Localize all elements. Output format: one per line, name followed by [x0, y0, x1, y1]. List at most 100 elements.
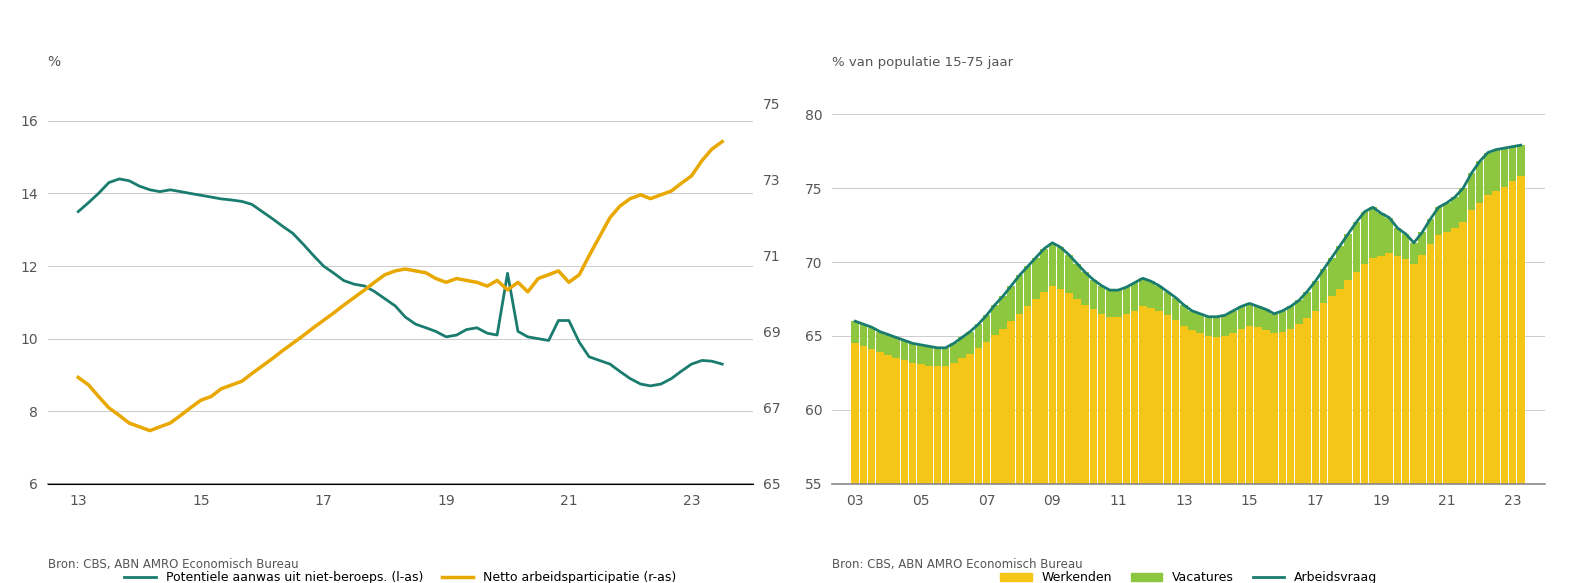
Bar	[1171, 319, 1179, 484]
Bar	[999, 329, 1006, 484]
Bar	[884, 335, 892, 355]
Bar	[1442, 203, 1450, 233]
Bar	[959, 358, 965, 484]
Bar	[1385, 253, 1393, 484]
Bar	[851, 321, 859, 343]
Bar	[900, 340, 908, 360]
Bar	[1509, 147, 1517, 181]
Bar	[1287, 307, 1295, 329]
Bar	[1262, 310, 1270, 330]
Bar	[1279, 311, 1285, 332]
Bar	[1089, 310, 1097, 484]
Bar	[975, 348, 983, 484]
Bar	[1303, 318, 1311, 484]
Bar	[1213, 338, 1220, 484]
Bar	[1295, 324, 1303, 484]
Bar	[1320, 269, 1327, 303]
Text: Arbeidsvraag verhoogd: Arbeidsvraag verhoogd	[805, 24, 1035, 43]
Bar	[1501, 187, 1507, 484]
Bar	[918, 364, 924, 484]
Bar	[1517, 176, 1525, 484]
Bar	[1344, 280, 1352, 484]
Bar	[892, 338, 900, 358]
Bar	[1140, 278, 1146, 307]
Bar	[1377, 256, 1385, 484]
Bar	[877, 352, 883, 484]
Bar	[1163, 292, 1171, 315]
Bar	[1238, 329, 1246, 484]
Bar	[1419, 255, 1426, 484]
Bar	[1181, 305, 1187, 326]
Bar	[1163, 315, 1171, 484]
Bar	[1484, 153, 1491, 195]
Bar	[1230, 311, 1236, 333]
Bar	[908, 343, 916, 363]
Bar	[1295, 300, 1303, 324]
Bar	[1040, 249, 1048, 292]
Bar	[1148, 281, 1155, 308]
Bar	[959, 338, 965, 358]
Bar	[967, 332, 973, 354]
Bar	[1008, 321, 1014, 484]
Bar	[1411, 243, 1417, 264]
Bar	[1468, 210, 1476, 484]
Bar	[900, 360, 908, 484]
Bar	[1155, 311, 1163, 484]
Bar	[1098, 286, 1105, 314]
Bar	[1238, 307, 1246, 329]
Bar	[1311, 311, 1319, 484]
Bar	[1328, 258, 1336, 296]
Bar	[1122, 287, 1130, 314]
Bar	[1155, 286, 1163, 311]
Bar	[1452, 228, 1458, 484]
Bar	[1303, 292, 1311, 318]
Bar	[1452, 197, 1458, 228]
Bar	[949, 363, 957, 484]
Bar	[1213, 317, 1220, 338]
Bar	[1073, 264, 1081, 299]
Bar	[1098, 314, 1105, 484]
Bar	[1197, 314, 1205, 333]
Bar	[1377, 213, 1385, 256]
Bar	[1189, 311, 1195, 330]
Bar	[869, 327, 875, 349]
Bar	[1434, 208, 1442, 236]
Bar	[1476, 161, 1484, 203]
Bar	[859, 346, 867, 484]
Bar	[1089, 280, 1097, 310]
Bar	[1040, 292, 1048, 484]
Bar	[1081, 305, 1089, 484]
Bar	[1493, 150, 1499, 191]
Bar	[983, 315, 991, 342]
Bar	[983, 342, 991, 484]
Bar	[1493, 191, 1499, 484]
Bar	[1460, 222, 1468, 484]
Bar	[1517, 145, 1525, 176]
Bar	[999, 296, 1006, 329]
Bar	[1509, 181, 1517, 484]
Bar	[1336, 246, 1344, 289]
Bar	[1016, 275, 1024, 314]
Legend: Potentiele aanwas uit niet-beroeps. (l-as), Netto arbeidsparticipatie (r-as): Potentiele aanwas uit niet-beroeps. (l-a…	[119, 567, 682, 583]
Bar	[1426, 219, 1434, 244]
Text: Bron: CBS, ABN AMRO Economisch Bureau: Bron: CBS, ABN AMRO Economisch Bureau	[832, 559, 1083, 571]
Bar	[949, 343, 957, 363]
Bar	[1401, 259, 1409, 484]
Bar	[1279, 332, 1285, 484]
Bar	[1024, 266, 1032, 307]
Bar	[1205, 317, 1213, 336]
Bar	[1476, 203, 1484, 484]
Bar	[1385, 217, 1393, 253]
Bar	[877, 332, 883, 352]
Bar	[1501, 148, 1507, 187]
Bar	[1130, 283, 1138, 311]
Bar	[1246, 326, 1254, 484]
Bar	[859, 324, 867, 346]
Bar	[1369, 258, 1377, 484]
Bar	[1140, 307, 1146, 484]
Bar	[1362, 264, 1368, 484]
Bar	[1205, 336, 1213, 484]
Bar	[1114, 290, 1122, 317]
Bar	[1434, 236, 1442, 484]
Bar	[1122, 314, 1130, 484]
